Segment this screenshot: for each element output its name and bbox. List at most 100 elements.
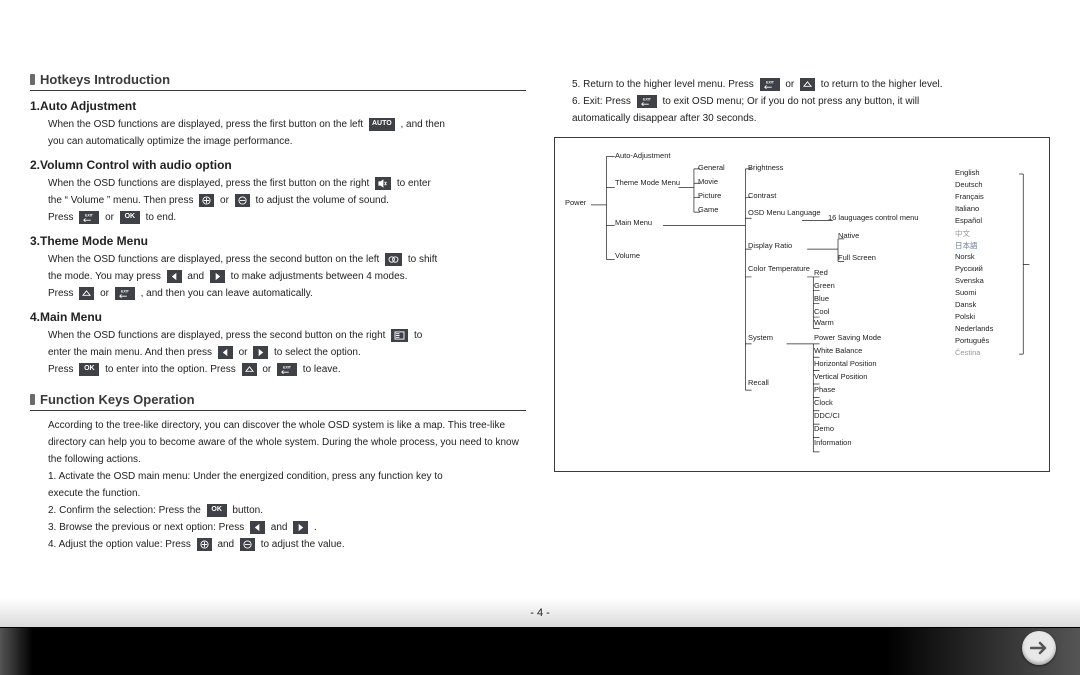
tree-node: Contrast (748, 191, 776, 200)
sub-volume: 2.Volumn Control with audio option (30, 158, 526, 172)
tree-node: Movie (698, 177, 718, 186)
up-arrow-icon (79, 287, 94, 300)
tree-node: 16 lauguages control menu (828, 213, 918, 222)
t: to (414, 330, 422, 341)
t: or (785, 79, 794, 90)
theme-icon (385, 253, 402, 266)
t: or (220, 195, 229, 206)
t: . (314, 522, 317, 533)
t: , and then (400, 119, 444, 130)
t: and (187, 271, 204, 282)
t: to enter into the option. Press (105, 364, 236, 375)
arrow-right-icon (1030, 641, 1048, 655)
tree-node: Native (838, 231, 859, 240)
tree-node: Nederlands (955, 324, 993, 333)
tree-node: Português (955, 336, 989, 345)
minus-icon (235, 194, 250, 207)
tree-node: Polski (955, 312, 975, 321)
t: to select the option. (274, 347, 361, 358)
svg-text:EXIT: EXIT (766, 80, 775, 84)
tree-node: 中文 (955, 228, 970, 239)
svg-text:EXIT: EXIT (643, 97, 652, 101)
auto-button-icon: AUTO (369, 118, 395, 131)
t: 1. Activate the OSD main menu: Under the… (48, 468, 526, 485)
t: When the OSD functions are displayed, pr… (48, 178, 369, 189)
up-arrow-icon (242, 363, 257, 376)
tree-node: Theme Mode Menu (615, 178, 670, 187)
tree-node: Red (814, 268, 828, 277)
svg-text:EXIT: EXIT (283, 365, 292, 369)
ok-button-icon: OK (120, 211, 140, 224)
t: , and then you can leave automatically. (141, 288, 313, 299)
t: and (217, 539, 234, 550)
tree-node: Čestina (955, 348, 980, 357)
tree-node: System (748, 333, 773, 342)
tree-node: Volume (615, 251, 640, 260)
svg-text:EXIT: EXIT (121, 289, 130, 293)
t: or (262, 364, 271, 375)
tree-node: Demo (814, 424, 834, 433)
tree-node: Picture (698, 191, 721, 200)
tree-node: Español (955, 216, 982, 225)
t: 4. Adjust the option value: Press and to… (48, 536, 526, 553)
tree-node: Brightness (748, 163, 783, 172)
tree-node: Power Saving Mode (814, 333, 881, 342)
t: to end. (146, 212, 177, 223)
left-arrow-icon (167, 270, 182, 283)
speaker-icon (375, 177, 391, 190)
tree-node: Full Screen (838, 253, 876, 262)
t: 4. Adjust the option value: Press (48, 539, 191, 550)
sub-theme: 3.Theme Mode Menu (30, 234, 526, 248)
t: 2. Confirm the selection: Press the OK b… (48, 502, 526, 519)
t: the “ Volume ” menu. Then press (48, 195, 193, 206)
plus-icon (199, 194, 214, 207)
t: 5. Return to the higher level menu. Pres… (572, 79, 754, 90)
right-arrow-icon (293, 521, 308, 534)
t: to make adjustments between 4 modes. (231, 271, 408, 282)
tree-node: Display Ratio (748, 241, 792, 250)
t: you can automatically optimize the image… (48, 136, 293, 147)
tree-node: Norsk (955, 252, 975, 261)
tree-node: Game (698, 205, 718, 214)
t: enter the main menu. And then press (48, 347, 212, 358)
exit-icon: EXIT (277, 363, 297, 376)
tree-node: Svenska (955, 276, 984, 285)
tree-node: Auto-Adjustment (615, 151, 670, 160)
tree-node: Warm (814, 318, 834, 327)
t: execute the function. (48, 485, 526, 502)
next-page-button[interactable] (1022, 631, 1056, 665)
left-arrow-icon (250, 521, 265, 534)
tree-node: General (698, 163, 725, 172)
t: or (105, 212, 114, 223)
t: Press (48, 364, 74, 375)
tree-node: 日本語 (955, 240, 978, 251)
tree-node: OSD Menu Language (748, 208, 793, 217)
t: the mode. You may press (48, 271, 161, 282)
t: to adjust the volume of sound. (255, 195, 388, 206)
text-theme: When the OSD functions are displayed, pr… (30, 251, 526, 302)
text-right-top: 5. Return to the higher level menu. Pres… (554, 76, 1050, 127)
tree-node: Green (814, 281, 835, 290)
up-arrow-icon (800, 78, 815, 91)
t: 2. Confirm the selection: Press the (48, 505, 201, 516)
svg-text:EXIT: EXIT (85, 213, 94, 217)
heading-function-keys: Function Keys Operation (30, 392, 526, 411)
plus-icon (197, 538, 212, 551)
t: Press (48, 288, 74, 299)
t: to exit OSD menu; Or if you do not press… (662, 96, 919, 107)
ok-button-icon: OK (207, 504, 227, 517)
sub-main-menu: 4.Main Menu (30, 310, 526, 324)
left-arrow-icon (218, 346, 233, 359)
t: or (100, 288, 109, 299)
menu-tree-diagram: Power Auto-Adjustment Theme Mode Menu Ma… (554, 137, 1050, 472)
t: to adjust the value. (261, 539, 345, 550)
tree-node: Русский (955, 264, 983, 273)
tree-node: Suomi (955, 288, 976, 297)
tree-node: Clock (814, 398, 833, 407)
text-main-menu: When the OSD functions are displayed, pr… (30, 327, 526, 378)
tree-node: White Balance (814, 346, 862, 355)
t: 3. Browse the previous or next option: P… (48, 522, 244, 533)
tree-node: Blue (814, 294, 829, 303)
tree-node: Vertical Position (814, 372, 867, 381)
t: to return to the higher level. (821, 79, 943, 90)
